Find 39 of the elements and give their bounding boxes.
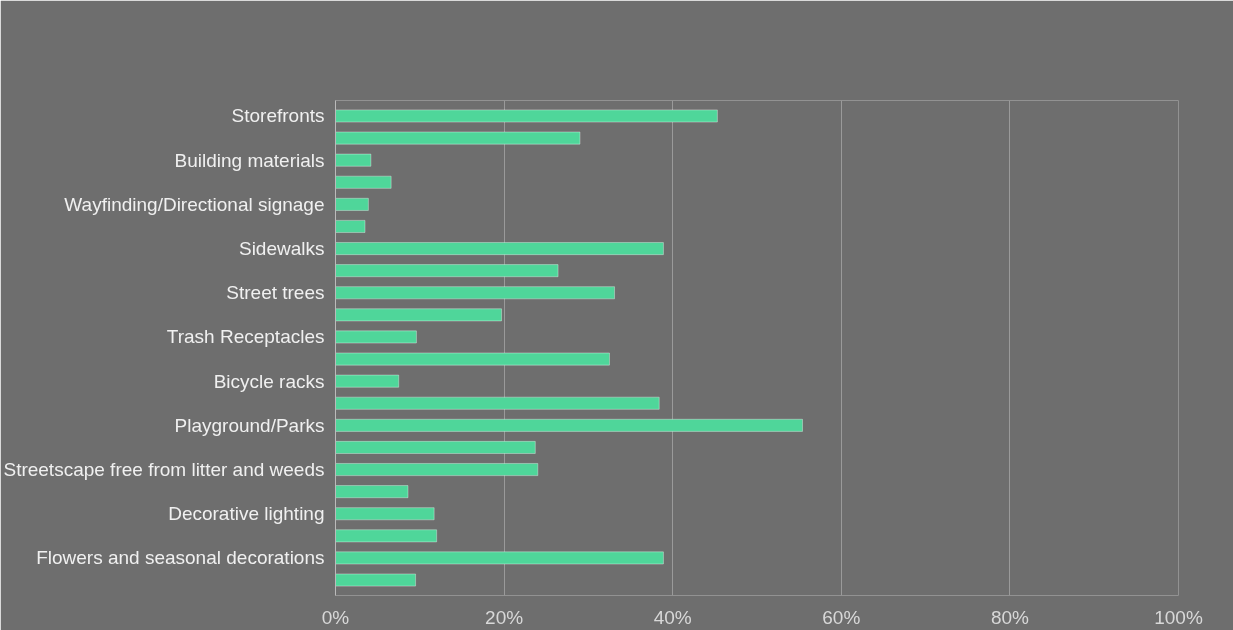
y-tick-label: Wayfinding/Directional signage bbox=[64, 193, 325, 215]
bar bbox=[335, 440, 536, 455]
bar bbox=[335, 241, 664, 256]
x-tick-label: 0% bbox=[321, 606, 350, 628]
x-tick-label: 80% bbox=[990, 606, 1030, 628]
bar bbox=[335, 529, 438, 543]
bar bbox=[335, 352, 610, 366]
y-tick-label: Playground/Parks bbox=[174, 414, 325, 436]
bar bbox=[335, 131, 581, 145]
x-tick-label: 60% bbox=[822, 606, 861, 628]
bar bbox=[335, 507, 435, 521]
bar bbox=[335, 197, 369, 211]
bar bbox=[335, 418, 804, 432]
bar bbox=[335, 551, 664, 565]
bar bbox=[335, 286, 616, 300]
bar bbox=[335, 396, 660, 410]
y-tick-label: Streetscape free from litter and weeds bbox=[3, 459, 325, 481]
bar bbox=[335, 264, 559, 278]
bar bbox=[335, 462, 539, 477]
bar bbox=[335, 573, 417, 587]
bar bbox=[335, 153, 372, 167]
bar bbox=[335, 109, 718, 123]
bar bbox=[335, 219, 366, 234]
bar bbox=[335, 330, 417, 344]
y-tick-label: Storefronts bbox=[231, 105, 325, 127]
bar bbox=[335, 175, 392, 189]
y-tick-label: Decorative lighting bbox=[168, 503, 325, 525]
bar bbox=[335, 308, 503, 322]
y-tick-label: Building materials bbox=[174, 149, 325, 171]
y-tick-label: Bicycle racks bbox=[213, 370, 325, 392]
bar bbox=[335, 485, 409, 499]
x-tick-label: 100% bbox=[1154, 606, 1203, 628]
x-tick-label: 40% bbox=[653, 606, 692, 628]
y-tick-label: Street trees bbox=[226, 282, 325, 304]
y-tick-label: Trash Receptacles bbox=[166, 326, 325, 348]
x-tick-label: 20% bbox=[485, 606, 524, 628]
y-tick-label: Flowers and seasonal decorations bbox=[36, 547, 325, 569]
y-tick-label: Sidewalks bbox=[238, 238, 325, 260]
bar bbox=[335, 374, 400, 388]
